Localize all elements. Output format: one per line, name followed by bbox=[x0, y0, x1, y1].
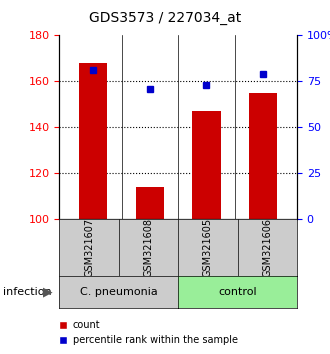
Bar bbox=[249, 93, 277, 219]
Text: C. pneumonia: C. pneumonia bbox=[80, 287, 158, 297]
Legend: count, percentile rank within the sample: count, percentile rank within the sample bbox=[54, 316, 242, 349]
Bar bbox=[136, 187, 164, 219]
Text: GSM321607: GSM321607 bbox=[84, 218, 94, 278]
Text: ▶: ▶ bbox=[43, 286, 52, 298]
Text: GSM321608: GSM321608 bbox=[144, 218, 153, 277]
Text: infection: infection bbox=[3, 287, 52, 297]
Bar bbox=[192, 111, 221, 219]
Text: GDS3573 / 227034_at: GDS3573 / 227034_at bbox=[89, 11, 241, 25]
Text: GSM321606: GSM321606 bbox=[262, 218, 272, 277]
Text: control: control bbox=[218, 287, 257, 297]
Bar bbox=[79, 63, 108, 219]
Text: GSM321605: GSM321605 bbox=[203, 218, 213, 278]
